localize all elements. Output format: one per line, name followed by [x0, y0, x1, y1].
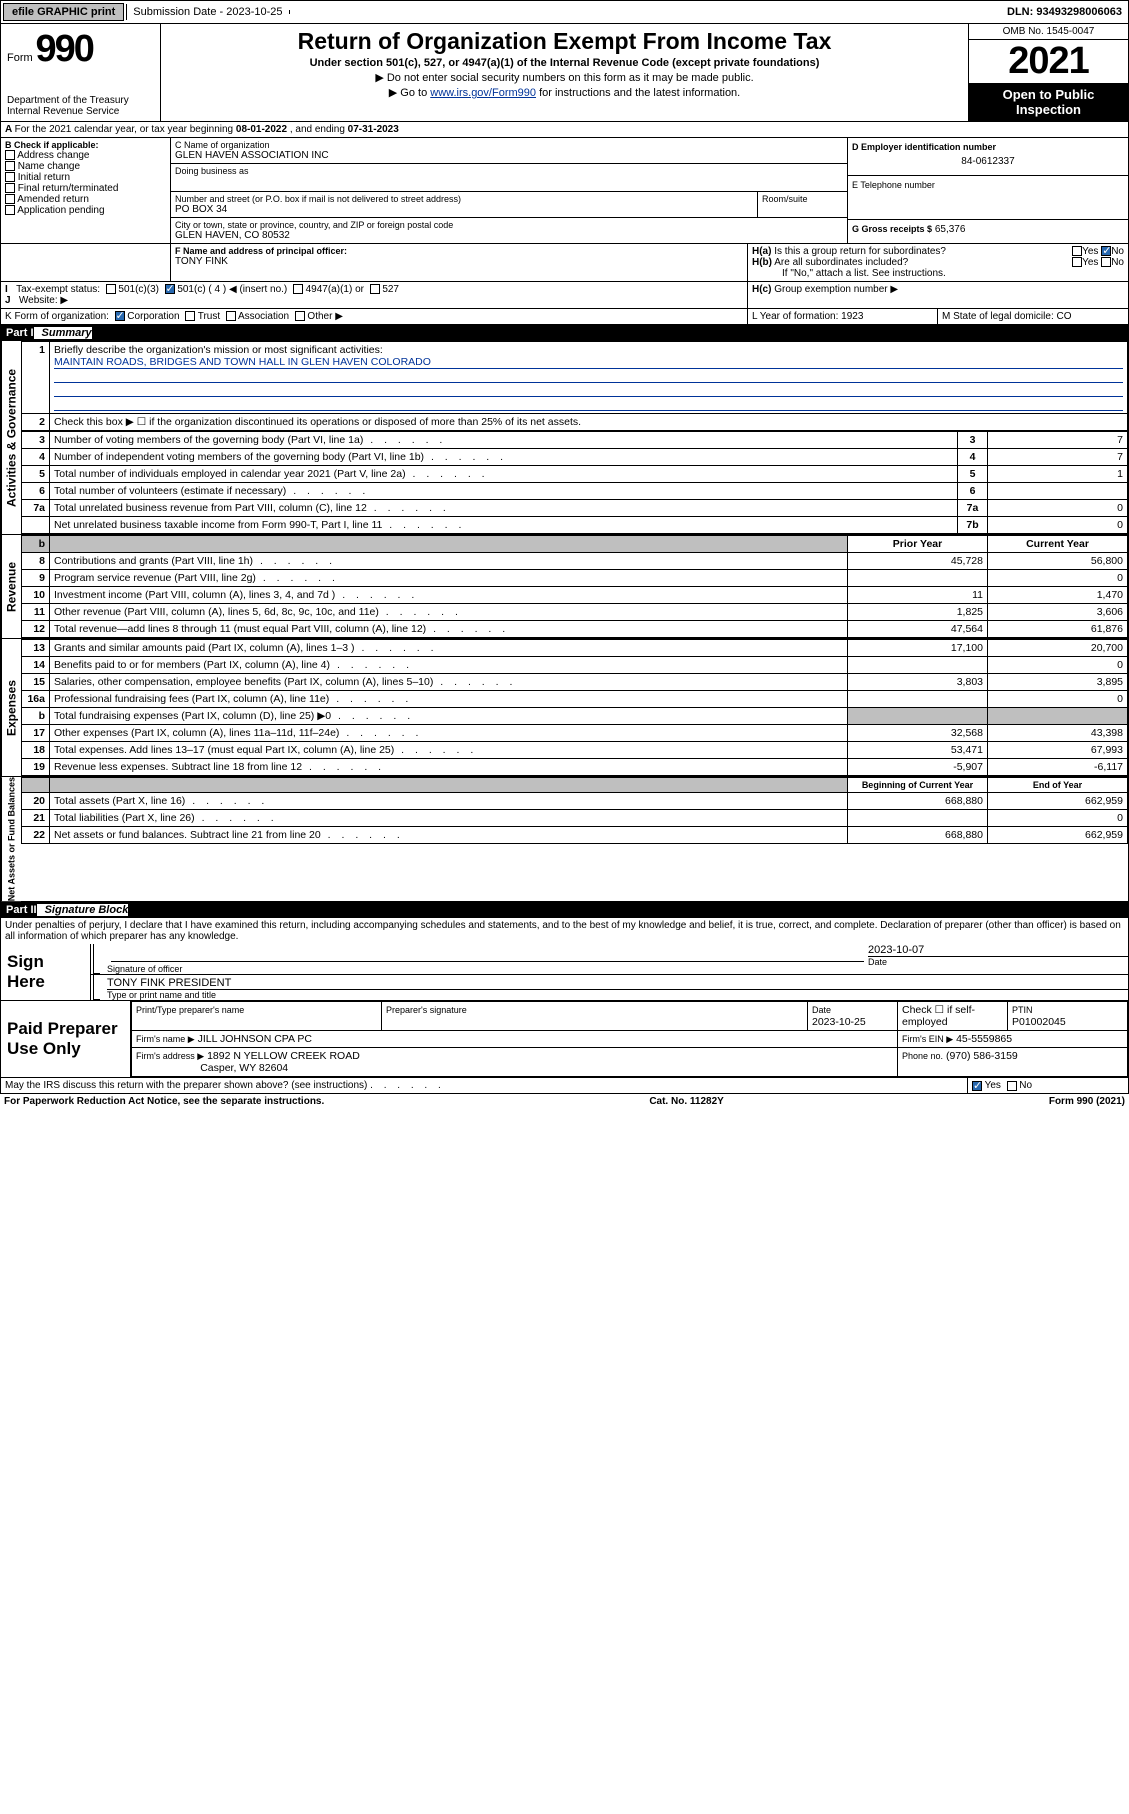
org-info-block: B Check if applicable: Address change Na…	[0, 138, 1129, 244]
e-label: E Telephone number	[852, 180, 1124, 190]
form-title: Return of Organization Exempt From Incom…	[167, 28, 962, 55]
org-address: PO BOX 34	[175, 204, 753, 215]
subtitle-1: Under section 501(c), 527, or 4947(a)(1)…	[167, 57, 962, 69]
page-footer: For Paperwork Reduction Act Notice, see …	[0, 1094, 1129, 1109]
line-a: A For the 2021 calendar year, or tax yea…	[0, 122, 1129, 138]
checkbox-item[interactable]: Amended return	[5, 194, 166, 205]
submission-date: Submission Date - 2023-10-25	[126, 4, 288, 20]
checkbox-item[interactable]: Name change	[5, 161, 166, 172]
form-header: Form 990 Department of the Treasury Inte…	[0, 24, 1129, 122]
section-expenses: Expenses 13Grants and similar amounts pa…	[0, 639, 1129, 777]
top-toolbar: efile GRAPHIC print Submission Date - 20…	[0, 0, 1129, 24]
b-label: B Check if applicable:	[5, 140, 166, 150]
subtitle-2: ▶ Do not enter social security numbers o…	[167, 71, 962, 84]
checkbox-item[interactable]: Address change	[5, 150, 166, 161]
form-page: Form 990 (2021)	[1049, 1096, 1125, 1107]
sign-here-label: Sign Here	[1, 944, 91, 1000]
b-items: Address change Name change Initial retur…	[5, 150, 166, 216]
k-l-m-block: K Form of organization: Corporation Trus…	[0, 309, 1129, 325]
spacer	[289, 10, 1002, 14]
vert-revenue: Revenue	[1, 535, 21, 638]
d-label: D Employer identification number	[852, 142, 1124, 152]
checkbox-item[interactable]: Application pending	[5, 205, 166, 216]
org-name: GLEN HAVEN ASSOCIATION INC	[175, 150, 843, 161]
city-label: City or town, state or province, country…	[175, 220, 843, 230]
sign-here-block: Sign Here Signature of officer 2023-10-0…	[0, 944, 1129, 1001]
org-city: GLEN HAVEN, CO 80532	[175, 230, 843, 241]
irs-label: Internal Revenue Service	[7, 106, 154, 117]
i-j-block: I Tax-exempt status: 501(c)(3) 501(c) ( …	[0, 282, 1129, 309]
may-discuss: May the IRS discuss this return with the…	[0, 1078, 1129, 1094]
room-label: Room/suite	[762, 194, 843, 204]
vert-expenses: Expenses	[1, 639, 21, 776]
dba-label: Doing business as	[175, 166, 843, 176]
addr-label: Number and street (or P.O. box if mail i…	[175, 194, 753, 204]
omb-number: OMB No. 1545-0047	[969, 24, 1128, 40]
paid-preparer-label: Paid Preparer Use Only	[1, 1001, 131, 1077]
dept-treasury: Department of the Treasury	[7, 95, 154, 106]
ein-value: 84-0612337	[852, 152, 1124, 171]
paperwork-notice: For Paperwork Reduction Act Notice, see …	[4, 1096, 324, 1107]
cat-no: Cat. No. 11282Y	[649, 1096, 723, 1107]
gross-receipts: 65,376	[935, 224, 966, 235]
section-governance: Activities & Governance 1 Briefly descri…	[0, 341, 1129, 535]
open-inspection: Open to Public Inspection	[969, 83, 1128, 121]
subtitle-3: ▶ Go to www.irs.gov/Form990 for instruct…	[167, 86, 962, 99]
section-netassets: Net Assets or Fund Balances Beginning of…	[0, 777, 1129, 902]
form-label: Form	[7, 52, 33, 64]
c-name-label: C Name of organization	[175, 140, 843, 150]
section-revenue: Revenue b Prior Year Current Year 8Contr…	[0, 535, 1129, 639]
checkbox-item[interactable]: Final return/terminated	[5, 183, 166, 194]
irs-link[interactable]: www.irs.gov/Form990	[430, 87, 536, 99]
part1-header: Part ISummary	[0, 325, 1129, 341]
vert-netassets: Net Assets or Fund Balances	[1, 777, 21, 901]
checkbox-item[interactable]: Initial return	[5, 172, 166, 183]
f-label: F Name and address of principal officer:	[175, 246, 743, 256]
vert-governance: Activities & Governance	[1, 341, 21, 534]
tax-year: 2021	[969, 40, 1128, 83]
f-h-block: F Name and address of principal officer:…	[0, 244, 1129, 282]
g-label: G Gross receipts $	[852, 224, 932, 234]
part2-header: Part IISignature Block	[0, 902, 1129, 918]
form-number: 990	[35, 28, 92, 70]
efile-print-button[interactable]: efile GRAPHIC print	[3, 3, 124, 21]
dln-number: DLN: 93493298006063	[1001, 4, 1128, 20]
paid-preparer-block: Paid Preparer Use Only Print/Type prepar…	[0, 1001, 1129, 1078]
officer-name: TONY FINK	[175, 256, 743, 267]
declaration: Under penalties of perjury, I declare th…	[0, 918, 1129, 944]
